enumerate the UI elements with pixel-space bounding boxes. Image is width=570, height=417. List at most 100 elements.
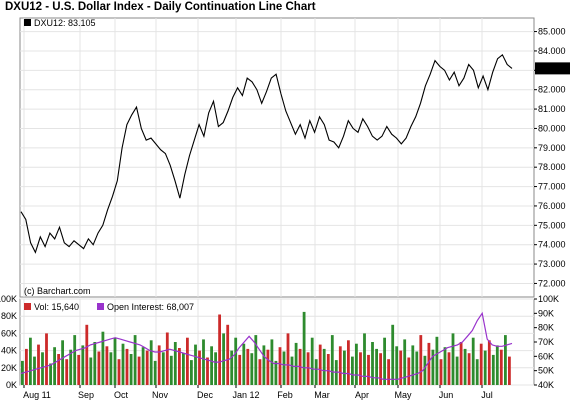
volume-right-tick-label: 90K <box>538 308 554 318</box>
volume-bar <box>306 352 310 385</box>
x-tick-label: Jan 12 <box>232 390 259 400</box>
volume-bar <box>254 335 258 385</box>
volume-bar <box>61 340 64 385</box>
volume-bar <box>391 324 395 385</box>
volume-bar <box>367 354 370 385</box>
volume-bar <box>262 345 266 385</box>
volume-bar <box>33 356 36 385</box>
volume-left-tick-label: 20K <box>1 363 17 373</box>
volume-bar <box>149 340 153 385</box>
volume-bar <box>318 344 322 385</box>
price-tick-label: 81.000 <box>538 104 566 114</box>
volume-bar <box>186 337 189 385</box>
x-tick-label: Aug 11 <box>23 390 51 400</box>
volume-bar <box>45 333 48 385</box>
volume-bar <box>310 337 314 385</box>
volume-bar <box>471 337 475 385</box>
price-tick-label: 75.000 <box>538 220 566 230</box>
last-price-box <box>535 62 570 75</box>
volume-left-tick-label: 0K <box>6 380 17 390</box>
volume-bar <box>157 345 161 385</box>
volume-bar <box>121 343 125 385</box>
volume-bar <box>101 331 105 385</box>
price-tick-label: 84.000 <box>538 46 566 56</box>
volume-bar <box>330 335 334 385</box>
watermark: (c) Barchart.com <box>24 286 91 296</box>
volume-bar <box>165 332 169 385</box>
volume-bar <box>363 333 366 385</box>
volume-bar <box>423 355 427 385</box>
volume-bar <box>37 344 40 385</box>
volume-bar <box>483 350 487 385</box>
volume-bar <box>338 346 342 385</box>
price-legend-swatch <box>24 19 31 26</box>
x-tick-label: Apr <box>355 390 369 400</box>
volume-bar <box>226 324 230 385</box>
x-tick-label: Feb <box>277 390 293 400</box>
volume-bar <box>435 336 439 385</box>
volume-bar <box>173 342 177 385</box>
price-tick-label: 78.000 <box>538 162 566 172</box>
volume-bar <box>238 354 242 385</box>
x-tick-label: Dec <box>197 390 214 400</box>
volume-left-tick-label: 60K <box>1 328 17 338</box>
x-tick-label: Jun <box>439 390 454 400</box>
volume-left-tick-label: 80K <box>1 311 17 321</box>
volume-bar <box>137 356 141 385</box>
volume-bar <box>89 357 93 385</box>
volume-right-tick-label: 40K <box>538 380 554 390</box>
volume-bar <box>218 314 221 385</box>
volume-bar <box>491 354 495 385</box>
volume-bar <box>234 337 238 385</box>
volume-bar <box>359 352 362 385</box>
volume-right-tick-label: 80K <box>538 323 554 333</box>
volume-bar <box>214 352 217 385</box>
chart-title: DXU12 - U.S. Dollar Index - Daily Contin… <box>5 1 316 13</box>
open-interest-line <box>20 311 513 380</box>
volume-bar <box>161 352 165 385</box>
volume-bar <box>427 342 431 385</box>
volume-left-tick-label: 40K <box>1 346 17 356</box>
volume-bar <box>443 347 447 385</box>
volume-bar <box>322 348 326 385</box>
volume-bar <box>57 354 60 385</box>
volume-bar <box>431 349 435 385</box>
volume-bar <box>246 348 250 385</box>
volume-bar <box>475 359 479 385</box>
volume-bar <box>109 352 113 385</box>
price-tick-label: 80.000 <box>538 123 566 133</box>
volume-bar <box>351 356 354 385</box>
volume-right-tick-label: 50K <box>538 366 554 376</box>
volume-bar <box>463 348 467 385</box>
volume-bar <box>198 350 201 385</box>
volume-bar <box>375 348 378 385</box>
volume-bar <box>73 335 77 385</box>
volume-bar <box>81 345 85 385</box>
x-tick-label: Jul <box>481 390 493 400</box>
volume-bar <box>117 359 121 385</box>
volume-bar <box>415 351 419 385</box>
volume-bar <box>347 340 350 385</box>
volume-bar <box>41 352 44 385</box>
price-tick-label: 74.000 <box>538 240 566 250</box>
price-tick-label: 72.000 <box>538 278 566 288</box>
volume-bar <box>129 354 133 385</box>
volume-bar <box>65 359 69 385</box>
volume-bar <box>77 354 81 385</box>
volume-bar <box>97 351 101 385</box>
volume-bar <box>250 353 254 385</box>
volume-bar <box>403 339 407 385</box>
volume-bar <box>169 355 173 385</box>
volume-bar <box>93 342 97 385</box>
volume-bar <box>25 348 28 385</box>
volume-bar <box>407 357 411 385</box>
volume-bar <box>133 335 137 385</box>
volume-bar <box>387 359 390 385</box>
volume-bar <box>383 337 386 385</box>
volume-bar <box>355 343 358 385</box>
volume-bar <box>439 359 443 385</box>
volume-bar <box>113 337 117 385</box>
volume-bar <box>242 343 246 385</box>
volume-bar <box>371 342 374 385</box>
